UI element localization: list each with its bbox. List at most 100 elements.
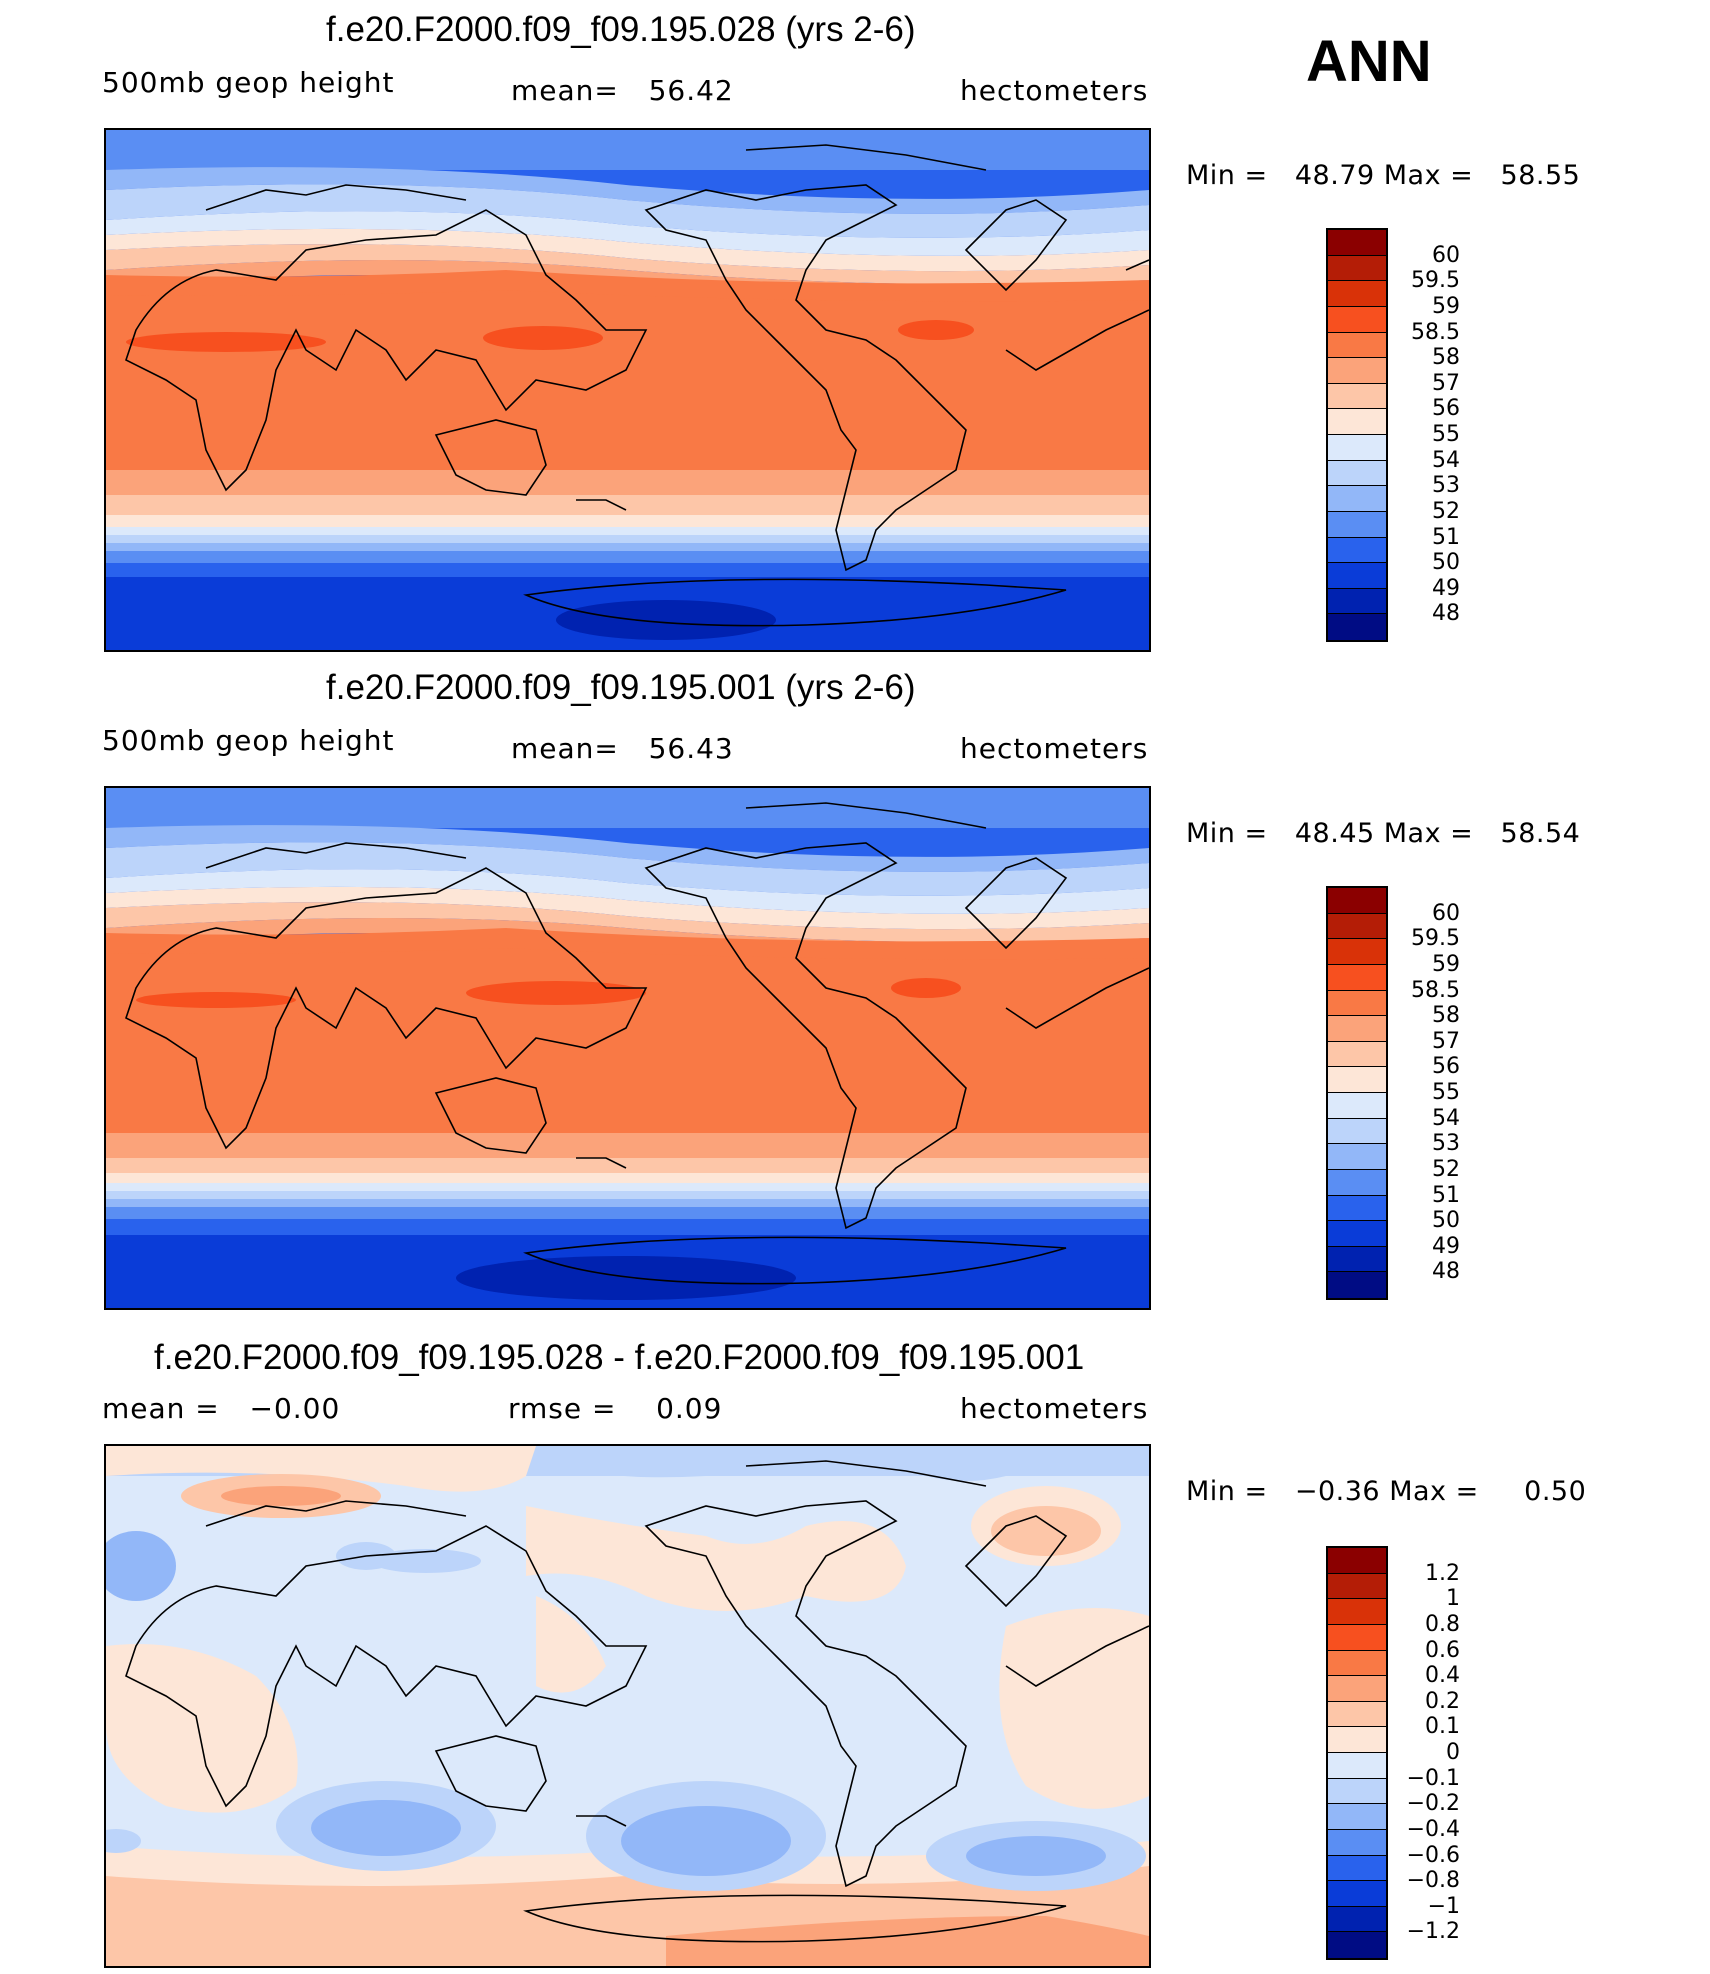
- colorbar-swatch: [1328, 486, 1386, 512]
- panel-1-mean: mean= 56.42: [511, 74, 734, 107]
- panel-3-colorbar: [1326, 1546, 1388, 1960]
- colorbar-label: 49: [1432, 575, 1460, 601]
- colorbar-label: 52: [1432, 498, 1460, 524]
- colorbar-label: 54: [1432, 447, 1460, 473]
- colorbar-swatch: [1328, 563, 1386, 589]
- colorbar-swatch: [1328, 1624, 1386, 1651]
- colorbar-label: −1: [1427, 1893, 1460, 1919]
- colorbar-swatch: [1328, 1727, 1386, 1753]
- colorbar-swatch: [1328, 511, 1386, 538]
- panel-2-variable: 500mb geop height: [102, 724, 395, 757]
- colorbar-swatch: [1328, 230, 1386, 256]
- panel-3-minmax: Min = −0.36 Max = 0.50: [1186, 1476, 1587, 1507]
- colorbar-swatch: [1328, 913, 1386, 940]
- colorbar-swatch: [1328, 1855, 1386, 1882]
- colorbar-label: −0.2: [1406, 1791, 1460, 1817]
- panel-3-units: hectometers: [960, 1392, 1149, 1425]
- colorbar-label: 59.5: [1411, 926, 1460, 952]
- colorbar-swatch: [1328, 964, 1386, 991]
- panel-1-colorbar: [1326, 228, 1388, 642]
- colorbar-label: 58: [1432, 1003, 1460, 1029]
- colorbar-label: 55: [1432, 1080, 1460, 1105]
- colorbar-swatch: [1328, 1701, 1386, 1728]
- colorbar-swatch: [1328, 939, 1386, 965]
- panel-2-title: f.e20.F2000.f09_f09.195.001 (yrs 2-6): [326, 668, 916, 707]
- colorbar-swatch: [1328, 1067, 1386, 1093]
- colorbar-label: −0.4: [1406, 1816, 1460, 1842]
- colorbar-label: 56: [1432, 1054, 1460, 1080]
- panel-1-units: hectometers: [960, 74, 1149, 107]
- colorbar-label: 54: [1432, 1105, 1460, 1131]
- colorbar-swatch: [1328, 1548, 1386, 1574]
- colorbar-swatch: [1328, 1221, 1386, 1247]
- colorbar-label: 1: [1446, 1586, 1460, 1612]
- colorbar-label: 57: [1432, 370, 1460, 396]
- colorbar-label: 0.4: [1425, 1663, 1460, 1689]
- colorbar-label: 59.5: [1411, 268, 1460, 294]
- panel-1-title: f.e20.F2000.f09_f09.195.028 (yrs 2-6): [326, 10, 916, 49]
- colorbar-swatch: [1328, 306, 1386, 333]
- panel-2-mean: mean= 56.43: [511, 732, 734, 765]
- colorbar-swatch: [1328, 614, 1386, 640]
- colorbar-label: 48: [1432, 601, 1460, 627]
- colorbar-swatch: [1328, 358, 1386, 384]
- colorbar-swatch: [1328, 281, 1386, 307]
- colorbar-swatch: [1328, 1829, 1386, 1856]
- colorbar-label: 56: [1432, 396, 1460, 422]
- panel-1-colorbar-labels: 60 59.5 59 58.5 58 57 56 55 54 53 52 51 50 49 48: [1400, 228, 1520, 642]
- colorbar-label: 0.1: [1425, 1714, 1460, 1740]
- colorbar-label: 60: [1432, 242, 1460, 268]
- colorbar-label: 58.5: [1411, 977, 1460, 1003]
- colorbar-swatch: [1328, 1753, 1386, 1779]
- colorbar-label: 60: [1432, 900, 1460, 926]
- colorbar-swatch: [1328, 1016, 1386, 1042]
- colorbar-label: 59: [1432, 951, 1460, 977]
- colorbar-label: 59: [1432, 293, 1460, 319]
- colorbar-swatch: [1328, 1118, 1386, 1145]
- colorbar-swatch: [1328, 1272, 1386, 1298]
- colorbar-swatch: [1328, 1093, 1386, 1119]
- panel-2-map: [104, 786, 1151, 1310]
- colorbar-swatch: [1328, 1246, 1386, 1273]
- colorbar-label: 49: [1432, 1233, 1460, 1259]
- panel-1-map: [104, 128, 1151, 652]
- colorbar-label: 1.2: [1425, 1560, 1460, 1586]
- panel-1-minmax: Min = 48.79 Max = 58.55: [1186, 160, 1581, 191]
- colorbar-label: −0.8: [1406, 1868, 1460, 1894]
- panel-1-variable: 500mb geop height: [102, 66, 395, 99]
- panel-2-units: hectometers: [960, 732, 1149, 765]
- colorbar-swatch: [1328, 1881, 1386, 1907]
- colorbar-swatch: [1328, 383, 1386, 410]
- colorbar-swatch: [1328, 1932, 1386, 1958]
- colorbar-swatch: [1328, 255, 1386, 282]
- colorbar-label: 53: [1432, 473, 1460, 499]
- colorbar-label: 0.2: [1425, 1688, 1460, 1714]
- colorbar-label: 48: [1432, 1259, 1460, 1285]
- colorbar-swatch: [1328, 588, 1386, 615]
- colorbar-label: 55: [1432, 422, 1460, 447]
- colorbar-label: −0.6: [1406, 1842, 1460, 1868]
- colorbar-swatch: [1328, 1906, 1386, 1933]
- panel-3-contour-field: [106, 1446, 1149, 1966]
- panel-3-colorbar-labels: 1.2 1 0.8 0.6 0.4 0.2 0.1 0 −0.1 −0.2 −0.4 −0.6 −0.8…: [1400, 1546, 1520, 1960]
- colorbar-swatch: [1328, 332, 1386, 359]
- colorbar-swatch: [1328, 1804, 1386, 1830]
- colorbar-label: 51: [1432, 524, 1460, 550]
- colorbar-label: 58: [1432, 345, 1460, 371]
- colorbar-label: −0.1: [1406, 1765, 1460, 1791]
- colorbar-swatch: [1328, 1650, 1386, 1677]
- colorbar-label: 53: [1432, 1131, 1460, 1157]
- colorbar-swatch: [1328, 1573, 1386, 1600]
- panel-2-contour-field: [106, 788, 1149, 1308]
- colorbar-swatch: [1328, 435, 1386, 461]
- colorbar-label: 50: [1432, 550, 1460, 576]
- colorbar-label: 52: [1432, 1156, 1460, 1182]
- colorbar-label: 0: [1446, 1740, 1460, 1765]
- colorbar-label: 50: [1432, 1208, 1460, 1234]
- colorbar-swatch: [1328, 1041, 1386, 1068]
- colorbar-swatch: [1328, 409, 1386, 435]
- colorbar-swatch: [1328, 537, 1386, 564]
- panel-2-colorbar-labels: 60 59.5 59 58.5 58 57 56 55 54 53 52 51 50 49 48: [1400, 886, 1520, 1300]
- panel-3-rmse: rmse = 0.09: [508, 1392, 723, 1425]
- panel-3-title: f.e20.F2000.f09_f09.195.028 - f.e20.F200…: [154, 1338, 1085, 1377]
